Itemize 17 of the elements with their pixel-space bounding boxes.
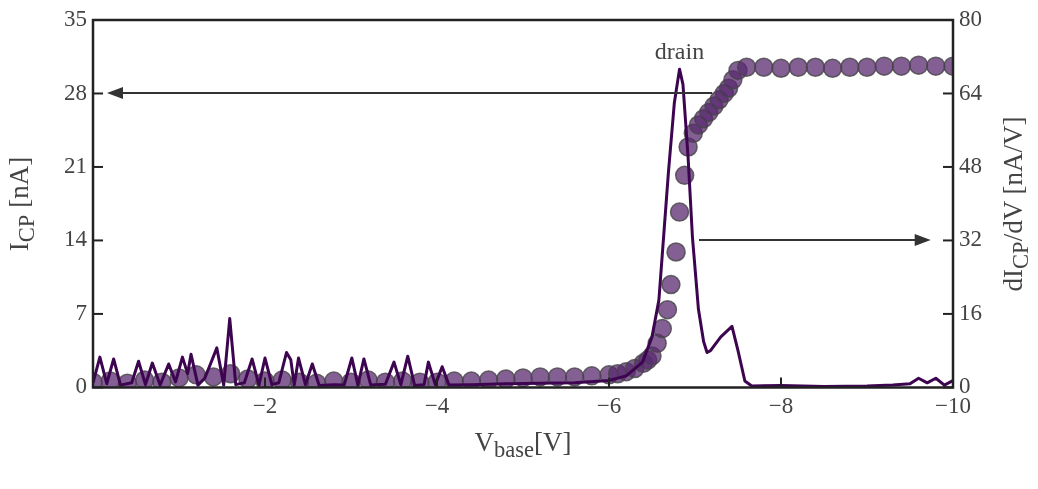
y-tick-label: 0 bbox=[75, 373, 87, 399]
x-tick-label: −6 bbox=[596, 393, 622, 419]
y-tick-label: 21 bbox=[64, 153, 87, 179]
y-tick-label: 7 bbox=[75, 299, 87, 325]
y2-tick-label: 64 bbox=[959, 79, 983, 105]
y-tick-label: 28 bbox=[64, 79, 87, 105]
y2-tick-label: 16 bbox=[959, 299, 982, 325]
x-tick-label: −2 bbox=[252, 393, 278, 419]
y2-tick-label: 32 bbox=[959, 226, 982, 252]
annotation: drain bbox=[654, 38, 705, 65]
y2-tick-label: 80 bbox=[959, 6, 982, 32]
x-tick-label: −8 bbox=[768, 393, 794, 419]
y-tick-label: 35 bbox=[64, 6, 87, 32]
x-axis-title: V$_{base}$[V] bbox=[474, 427, 572, 464]
y-tick-label: 14 bbox=[64, 226, 88, 252]
y2-tick-label: 48 bbox=[959, 153, 982, 179]
x-tick-label: −4 bbox=[424, 393, 450, 419]
